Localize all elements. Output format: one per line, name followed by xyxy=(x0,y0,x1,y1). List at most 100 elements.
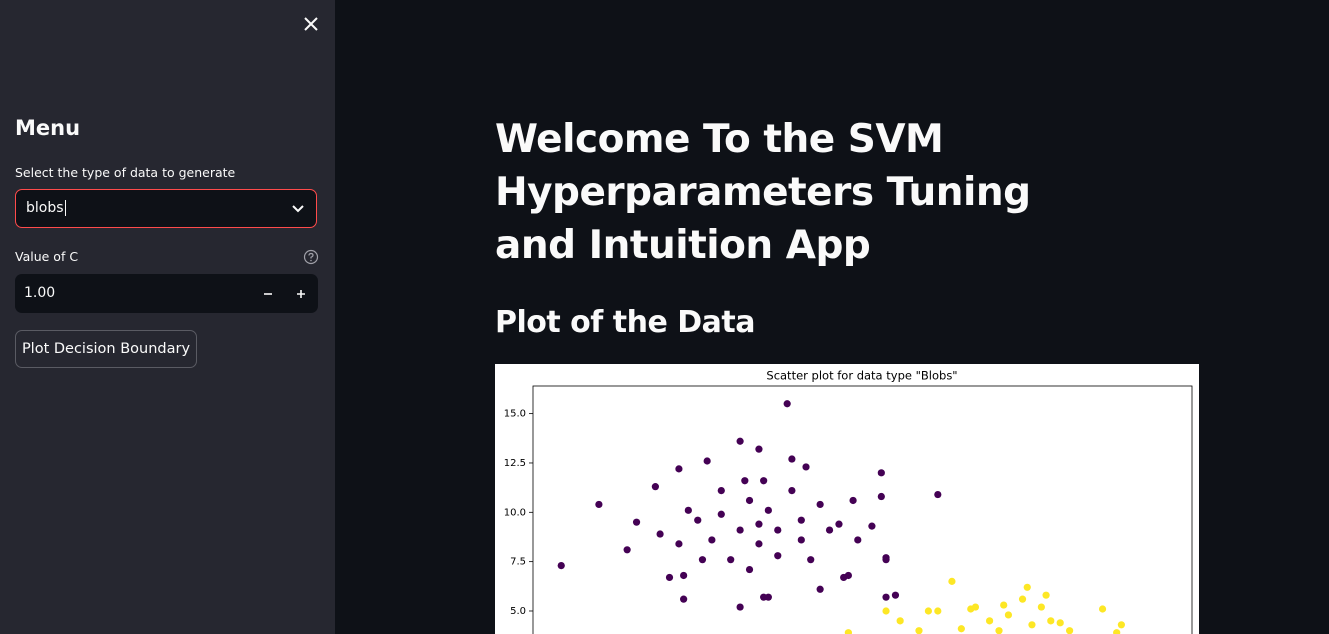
scatter-point xyxy=(675,465,683,473)
chevron xyxy=(292,205,304,213)
y-tick-label: 12.5 xyxy=(504,458,526,469)
scatter-point xyxy=(708,536,716,544)
plot-button[interactable]: Plot Decision Boundary xyxy=(15,330,197,368)
scatter-point xyxy=(995,627,1003,634)
scatter-point xyxy=(882,556,890,564)
scatter-point xyxy=(868,522,876,530)
scatter-point xyxy=(1037,603,1045,611)
number-value: 1.00 xyxy=(24,285,56,301)
sidebar-title: Menu xyxy=(15,116,81,140)
plot-area xyxy=(532,385,1193,634)
scatter-point xyxy=(840,573,848,582)
scatter-point xyxy=(760,477,768,485)
scatter-point xyxy=(764,506,772,514)
scatter-point xyxy=(736,603,744,611)
scatter-point xyxy=(684,506,692,514)
scatter-point xyxy=(924,607,932,615)
scatter-point xyxy=(675,540,683,548)
close-button[interactable] xyxy=(303,16,319,32)
scatter-point xyxy=(741,477,749,485)
scatter-point xyxy=(755,520,763,528)
scatter-point xyxy=(727,556,735,564)
y-tick-label: 15.0 xyxy=(504,409,526,420)
scatter-point xyxy=(934,490,942,499)
scatter-point xyxy=(877,492,885,501)
scatter-point xyxy=(1018,595,1027,603)
scatter-point xyxy=(1098,605,1107,613)
scatter-point xyxy=(788,455,796,463)
y-tick-label: 7.5 xyxy=(510,557,526,568)
scatter-point xyxy=(703,457,711,465)
scatter-point xyxy=(1028,621,1036,629)
decrement-button[interactable] xyxy=(261,287,275,301)
main-title: Welcome To the SVM Hyperparameters Tunin… xyxy=(495,117,1031,268)
scatter-point xyxy=(1004,611,1013,619)
scatter-point xyxy=(745,496,754,505)
y-tick-label: 5.0 xyxy=(510,606,526,617)
scatter-point xyxy=(1023,583,1031,591)
scatter-point xyxy=(915,627,923,634)
scatter-chart: Scatter plot for data type "Blobs" 5.0 7.… xyxy=(504,369,1193,634)
scatter-point xyxy=(891,591,900,599)
scatter-point xyxy=(680,595,688,603)
scatter-point xyxy=(797,516,805,524)
scatter-point xyxy=(783,400,791,408)
scatter-point xyxy=(788,486,796,495)
scatter-point xyxy=(1056,619,1064,627)
scatter-point xyxy=(896,617,904,625)
scatter-point xyxy=(745,565,754,574)
select-value: blobs xyxy=(26,200,66,216)
scatter-point xyxy=(632,518,641,526)
scatter-point xyxy=(797,536,805,544)
scatter-point xyxy=(1047,617,1055,625)
scatter-point xyxy=(802,463,810,471)
scatter-point xyxy=(877,469,885,477)
scatter-point xyxy=(764,593,772,601)
scatter-point xyxy=(736,526,744,534)
scatter-point xyxy=(807,556,815,564)
scatter-point xyxy=(665,573,674,582)
scatter-point xyxy=(774,552,782,560)
scatter-point xyxy=(774,526,782,534)
scatter-point xyxy=(1113,629,1121,634)
scatter-point xyxy=(1117,621,1125,629)
scatter-point xyxy=(736,437,744,445)
y-tick-label: 10.0 xyxy=(504,507,526,518)
number-label: Value of C xyxy=(15,249,79,264)
sidebar: Menu Select the type of data to generate… xyxy=(0,0,335,634)
scatter-point xyxy=(844,629,852,634)
scatter-point xyxy=(755,445,763,453)
scatter-point xyxy=(595,500,603,509)
scatter-point xyxy=(816,500,824,509)
scatter-point xyxy=(717,486,725,495)
scatter-point xyxy=(1066,627,1074,634)
select-label: Select the type of data to generate xyxy=(15,165,236,180)
scatter-point xyxy=(623,546,631,554)
scatter-point xyxy=(985,617,994,625)
scatter-point xyxy=(680,571,688,580)
scatter-point xyxy=(849,496,857,505)
scatter-point xyxy=(651,483,659,491)
help-icon[interactable] xyxy=(303,249,319,265)
scatter-point xyxy=(816,585,824,593)
scatter-point xyxy=(854,536,862,544)
select-box[interactable]: blobs xyxy=(15,189,317,228)
chart-title: Scatter plot for data type "Blobs" xyxy=(766,369,957,383)
scatter-point xyxy=(1042,591,1050,599)
scatter-point xyxy=(882,607,890,615)
scatter-point xyxy=(882,593,890,601)
scatter-point xyxy=(957,625,965,633)
scatter-point xyxy=(1000,601,1008,609)
scatter-point xyxy=(948,577,956,585)
plot-image: Scatter plot for data type "Blobs" 5.0 7.… xyxy=(495,364,1199,634)
scatter-point xyxy=(971,603,980,611)
scatter-point xyxy=(717,510,725,518)
scatter-point xyxy=(835,520,843,528)
scatter-point xyxy=(825,526,834,534)
increment-button[interactable] xyxy=(294,287,308,301)
scatter-point xyxy=(656,530,664,538)
scatter-point xyxy=(755,540,763,548)
scatter-point xyxy=(694,516,702,524)
number-input[interactable]: 1.00 xyxy=(15,274,318,313)
